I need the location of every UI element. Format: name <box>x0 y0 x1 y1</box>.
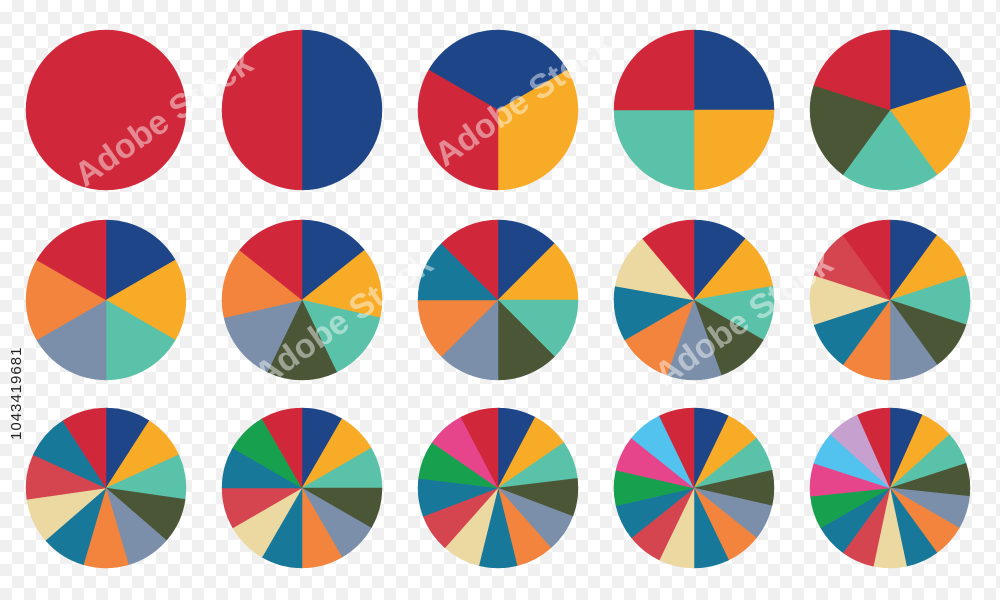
pie-slice <box>497 243 579 301</box>
pie-1 <box>25 29 187 191</box>
pie-9 <box>613 219 775 381</box>
pie-8 <box>417 219 579 381</box>
pie-slice <box>417 243 499 301</box>
pie-slice <box>25 259 107 341</box>
pie-14 <box>613 407 775 569</box>
pie-slice <box>693 29 775 111</box>
pie-slice <box>842 109 938 191</box>
pie-slice <box>441 219 499 301</box>
pie-slice <box>266 299 338 381</box>
pie-slice <box>441 299 499 381</box>
pie-slice <box>36 219 107 301</box>
pie-slice <box>105 299 176 381</box>
pie-4 <box>613 29 775 191</box>
pie-15 <box>809 407 971 569</box>
pie-slice <box>25 29 187 191</box>
pie-3 <box>417 29 579 191</box>
pie-slice <box>417 69 499 191</box>
pie-slice <box>301 249 383 319</box>
pie-slice <box>301 29 383 191</box>
pie-10 <box>809 219 971 381</box>
pie-slice <box>261 407 303 489</box>
pie-slice <box>813 29 891 111</box>
pie-slice <box>658 407 695 489</box>
pie-slice <box>301 219 365 301</box>
pie-slice <box>842 219 891 301</box>
pie-slice <box>613 109 695 191</box>
pie-13 <box>417 407 579 569</box>
pie-slice <box>497 219 555 301</box>
pie-12 <box>221 407 383 569</box>
pie-slice <box>221 249 303 319</box>
pie-slice <box>221 29 303 191</box>
pie-6 <box>25 219 187 381</box>
pie-slice <box>497 299 555 381</box>
pie-slice <box>105 219 176 301</box>
pie-slice <box>239 219 303 301</box>
pie-slice <box>460 407 499 489</box>
pie-slice <box>428 29 568 111</box>
pie-slice <box>417 299 499 357</box>
pie-slice <box>301 299 381 373</box>
pie-slice <box>889 84 971 176</box>
pie-slice <box>809 84 891 176</box>
pie-slice <box>693 109 775 191</box>
pie-11 <box>25 407 187 569</box>
pie-2 <box>221 29 383 191</box>
pie-slice <box>642 219 695 301</box>
pie-slice <box>105 259 187 341</box>
pie-slice <box>857 407 891 489</box>
pie-slice <box>62 407 107 489</box>
pie-slice <box>613 29 695 111</box>
pie-5 <box>809 29 971 191</box>
pie-7 <box>221 219 383 381</box>
pie-slice <box>497 299 579 357</box>
stock-id: 1043419681 <box>8 346 25 440</box>
pie-slice <box>497 69 579 191</box>
pie-slice <box>36 299 107 381</box>
pie-slice <box>223 299 303 373</box>
pie-slice <box>889 29 967 111</box>
